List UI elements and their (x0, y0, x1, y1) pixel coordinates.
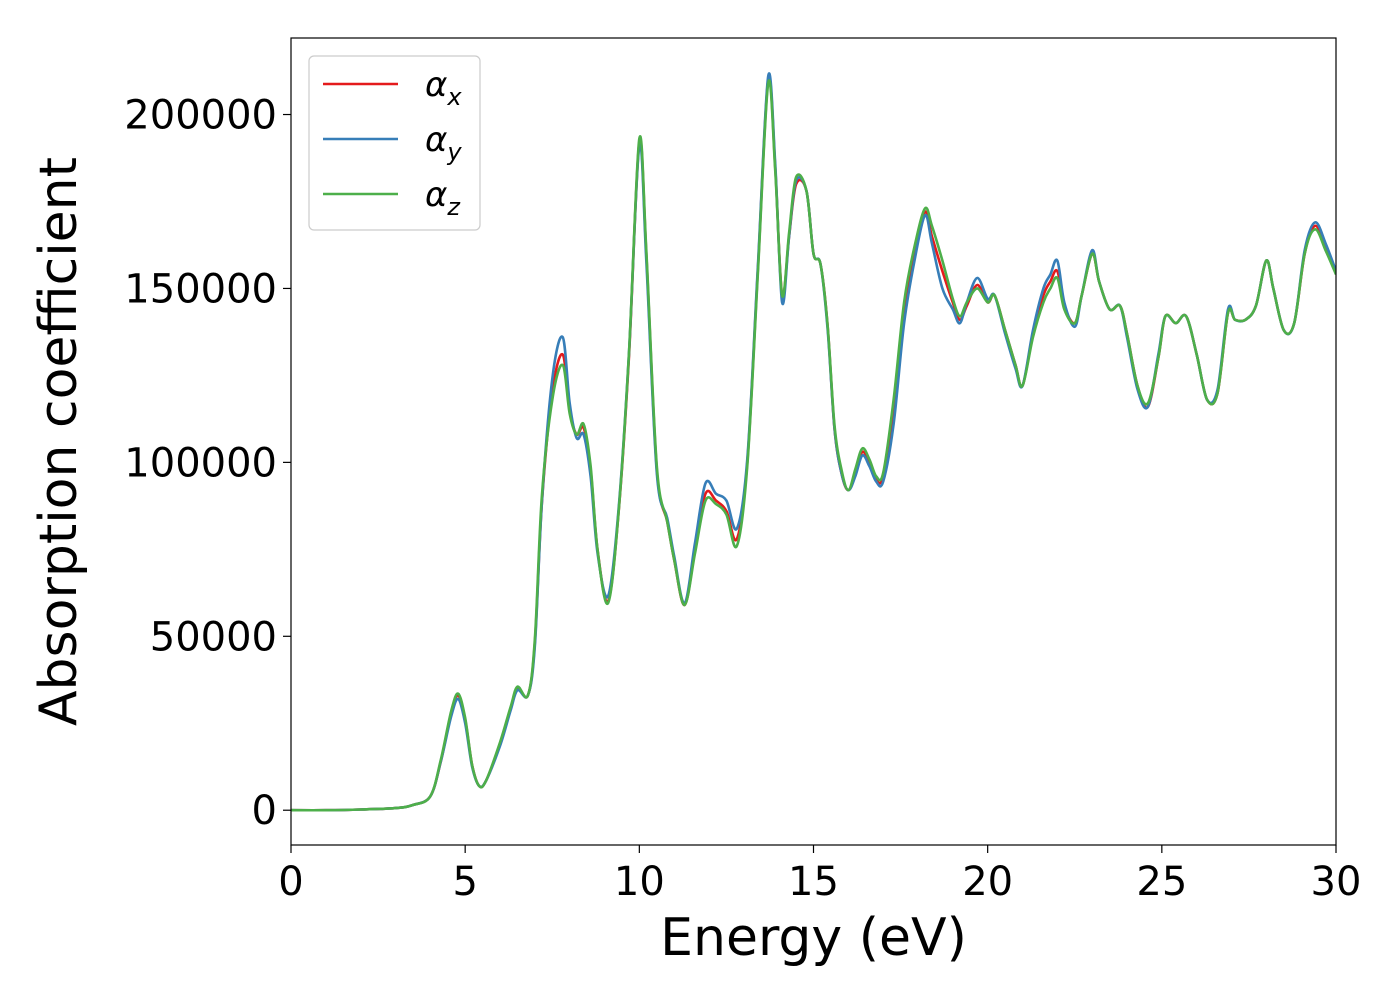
legend-subscript: y (446, 138, 462, 166)
y-axis-title: Absorption coefficient (29, 157, 89, 726)
x-tick-label: 5 (452, 859, 477, 905)
x-tick-label: 0 (278, 859, 303, 905)
y-tick-label: 50000 (150, 614, 277, 660)
series-layer (291, 72, 1336, 812)
legend-box (308, 55, 481, 231)
x-tick-label: 10 (614, 859, 665, 905)
x-tick-label: 25 (1136, 859, 1187, 905)
legend-subscript: x (446, 83, 462, 111)
legend-symbol: α (425, 120, 447, 160)
legend-symbol: α (425, 175, 447, 215)
x-tick-label: 15 (788, 859, 839, 905)
legend-label-y: αy (425, 120, 462, 166)
legend-subscript: z (446, 193, 461, 221)
y-ticks: 0 50000 100000 150000 200000 (124, 93, 291, 834)
legend-symbol: α (425, 65, 447, 105)
y-tick-label: 150000 (124, 266, 277, 312)
y-tick-label: 200000 (124, 93, 277, 139)
x-tick-label: 30 (1311, 859, 1362, 905)
x-ticks: 0 5 10 15 20 25 30 (278, 845, 1361, 905)
x-axis-title: Energy (eV) (660, 908, 967, 968)
x-tick-label: 20 (962, 859, 1013, 905)
y-tick-label: 0 (252, 788, 277, 834)
series-line-z (291, 79, 1336, 812)
legend-label-x: αx (425, 65, 462, 111)
legend-label-z: αz (425, 175, 461, 221)
y-tick-label: 100000 (124, 440, 277, 486)
